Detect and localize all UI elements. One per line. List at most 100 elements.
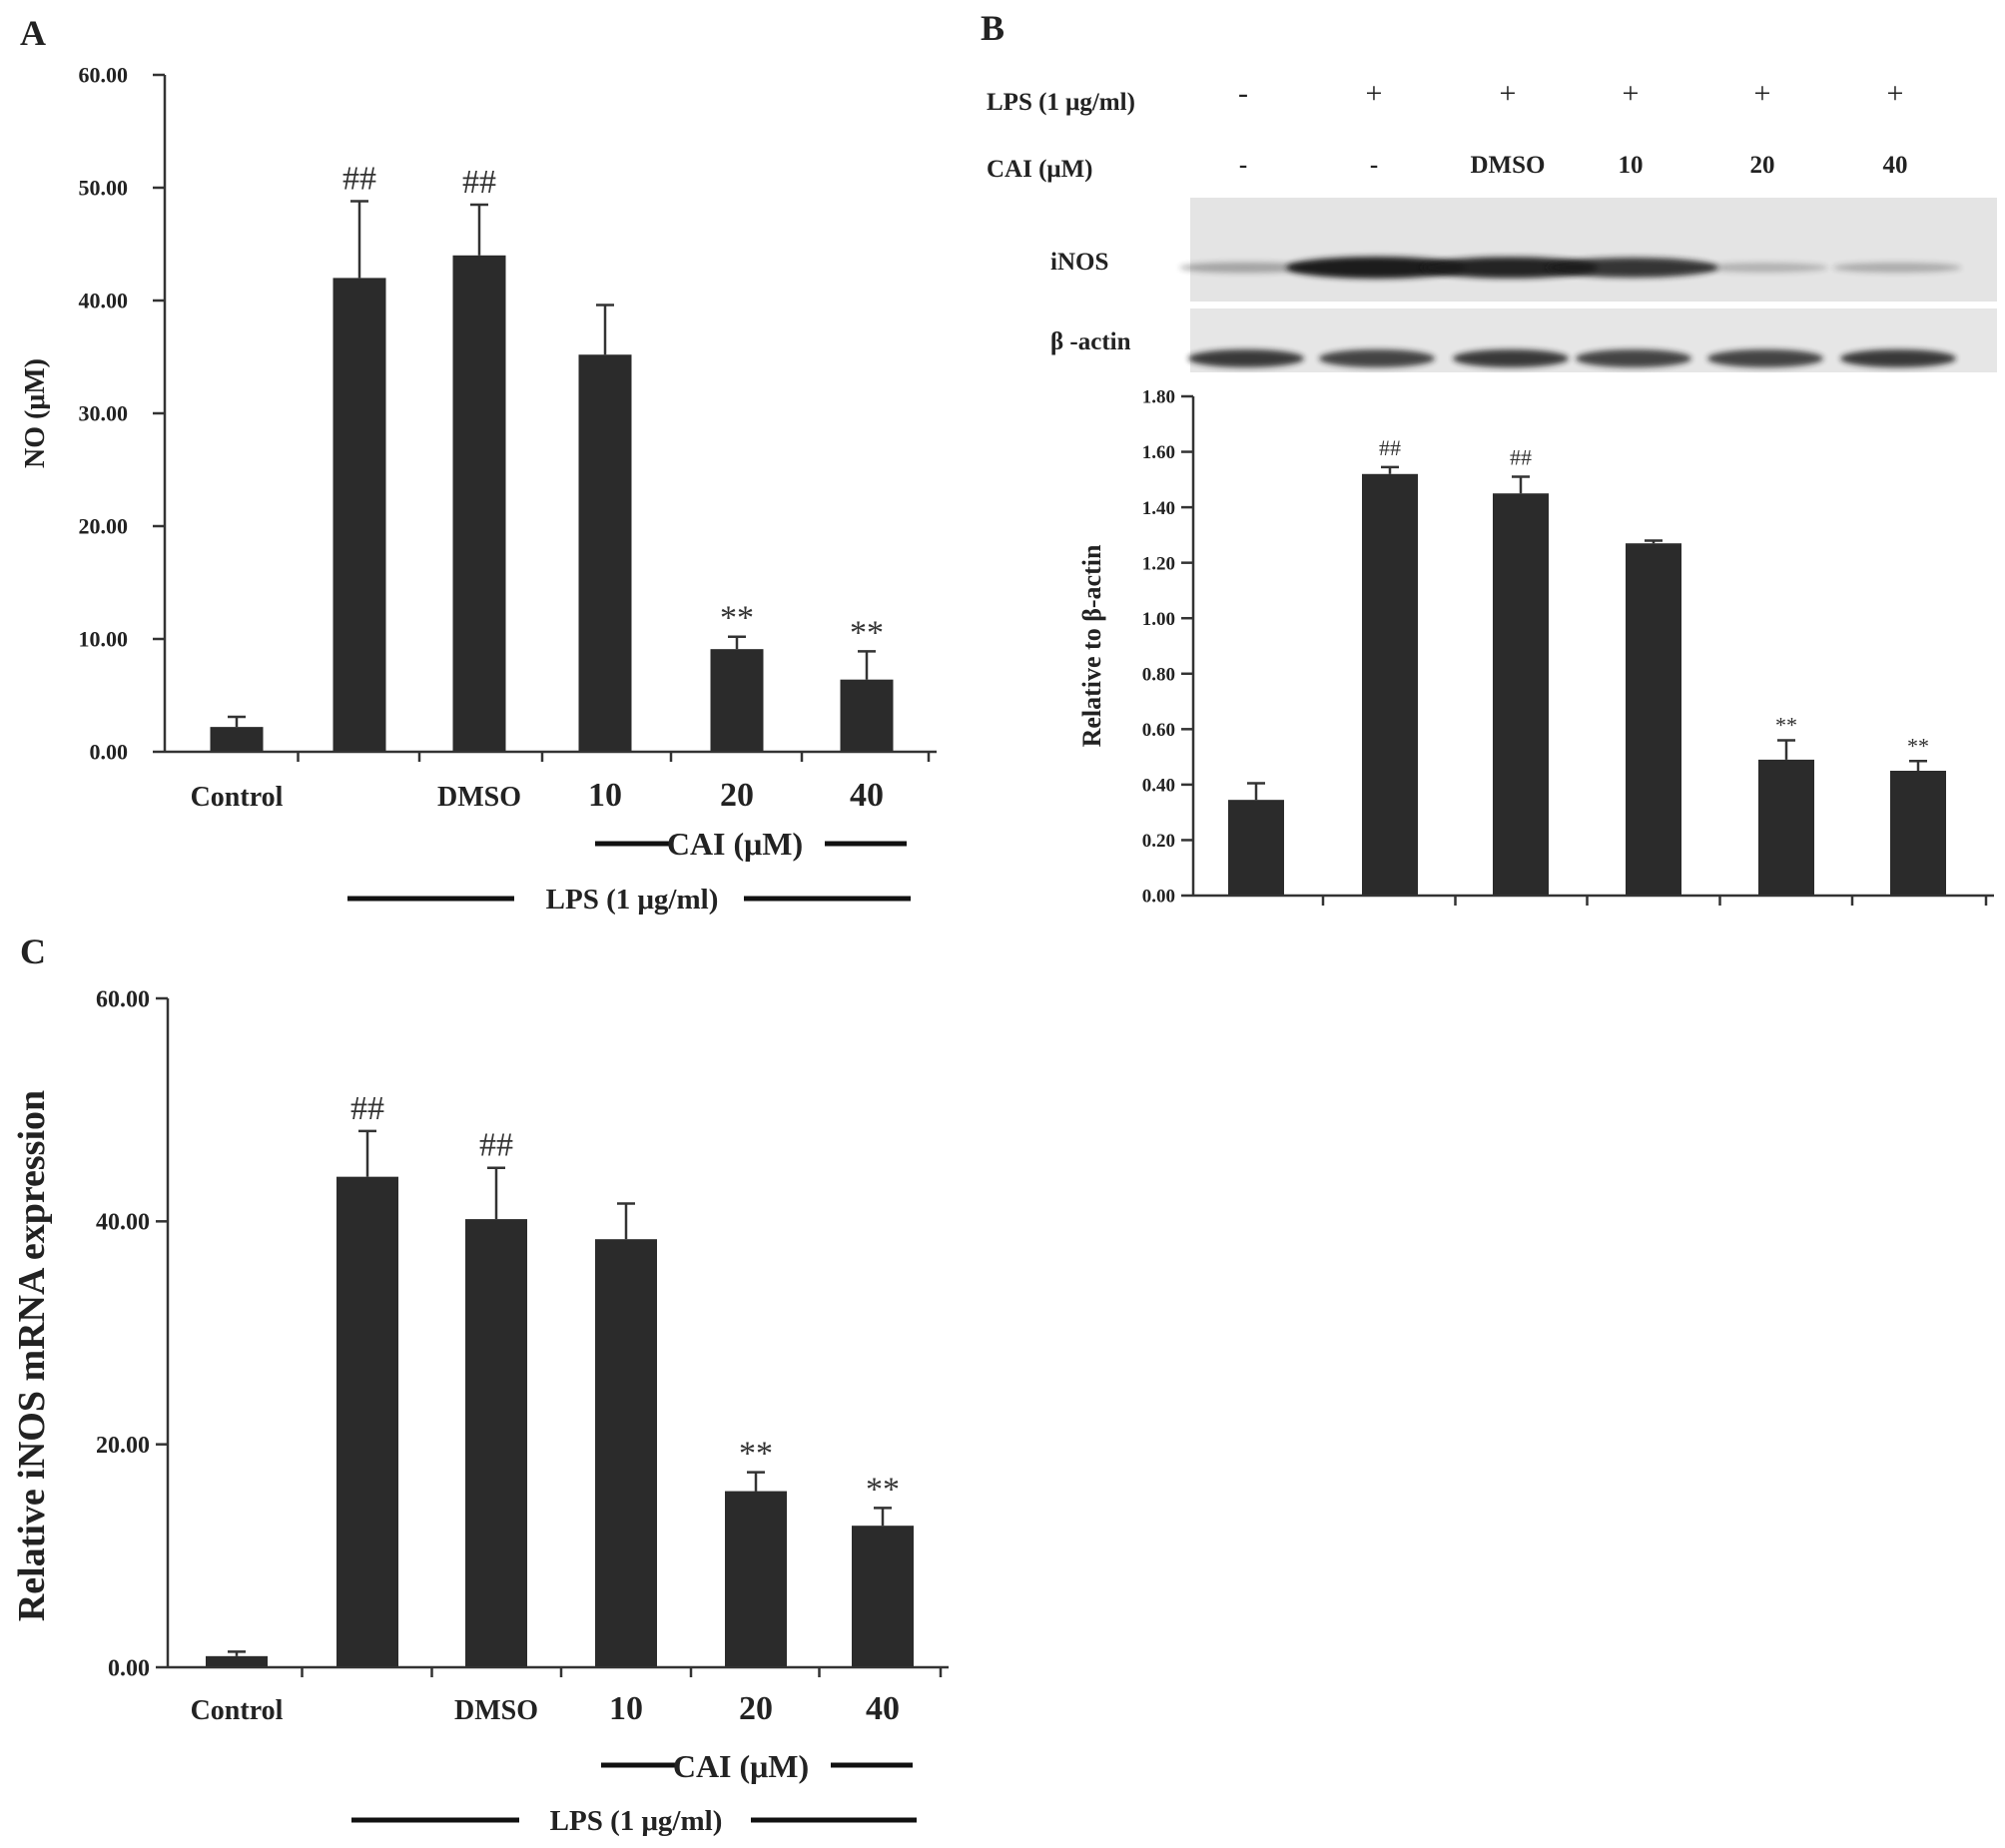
- blot-actin-band-1: [1319, 349, 1435, 367]
- chart-b-ytick-label-5: 1.00: [1142, 609, 1175, 630]
- chart-a-bar-2: [452, 255, 506, 753]
- blot-lps-sign-5: +: [1887, 77, 1904, 110]
- chart-b-annotation-2: ##: [1510, 445, 1532, 470]
- blot-inos-panel: [1190, 198, 1997, 302]
- blot-inos-band-5: [1832, 262, 1962, 274]
- blot-actin-label: β -actin: [1050, 328, 1131, 355]
- chart-b-ytick-label-9: 1.80: [1142, 387, 1175, 408]
- chart-b-ytick-label-8: 1.60: [1142, 442, 1175, 463]
- blot-lps-row: - + + + + +: [1238, 77, 1903, 110]
- chart-c-bar-5: [852, 1526, 914, 1667]
- blot-cai-value-3: 10: [1619, 152, 1644, 179]
- blot-inos-band-1: [1286, 257, 1466, 279]
- chart-a-bar-1: [333, 278, 386, 752]
- chart-c-annotation-1: ##: [350, 1090, 384, 1127]
- chart-b-bar-4: [1758, 759, 1814, 896]
- chart-a-annotation-4: **: [720, 600, 754, 637]
- blot-actin-band-0: [1188, 349, 1304, 367]
- chart-b-ytick-label-7: 1.40: [1142, 498, 1175, 519]
- chart-a-xlabel-0: Control: [191, 782, 284, 813]
- chart-a-annotations: ## ## ** **: [342, 161, 884, 652]
- blot-lps-sign-1: +: [1366, 77, 1383, 110]
- chart-b-ytick-label-6: 1.20: [1142, 553, 1175, 574]
- chart-b-bar-2: [1493, 493, 1549, 896]
- chart-b-annotation-4: **: [1775, 712, 1797, 737]
- blot-inos-label: iNOS: [1050, 249, 1108, 276]
- chart-c-annotation-5: **: [866, 1471, 900, 1508]
- chart-a-ytick-label-6: 60.00: [79, 63, 129, 88]
- chart-b-y-axis: 0.00 0.20 0.40 0.60 0.80 1.00 1.20 1.40 1.60 1.80: [1142, 387, 1988, 908]
- blot-lps-sign-0: -: [1238, 77, 1248, 110]
- chart-b-bar-1: [1362, 473, 1418, 896]
- chart-a-y-axis: 0.00 10.00 20.00 30.00 40.00 50.00 60.00: [79, 63, 931, 765]
- chart-c: 0.00 20.00 40.00 60.00 ## ## ** ** Control DMSO…: [11, 986, 949, 1837]
- blot-inos-band-4: [1700, 263, 1828, 273]
- blot-inos-bands: [1179, 257, 1962, 279]
- chart-b-annotations: ## ## ** **: [1379, 435, 1929, 758]
- chart-b-ytick-label-0: 0.00: [1142, 887, 1175, 908]
- chart-b-bar-0: [1228, 800, 1284, 896]
- chart-c-annotations: ## ## ** **: [350, 1090, 900, 1508]
- chart-a: 0.00 10.00 20.00 30.00 40.00 50.00 60.00 ## ## *…: [20, 63, 937, 916]
- blot-lps-label: LPS (1 μg/ml): [987, 89, 1135, 116]
- chart-c-ytick-label-1: 20.00: [96, 1433, 150, 1459]
- blot-cai-value-5: 40: [1883, 152, 1908, 179]
- chart-c-ylabel: Relative iNOS mRNA expression: [11, 1090, 53, 1621]
- blot-lps-sign-3: +: [1623, 77, 1640, 110]
- chart-b-annotation-1: ##: [1379, 435, 1401, 460]
- chart-a-annotation-5: **: [850, 614, 884, 651]
- blot-actin-band-2: [1453, 349, 1569, 367]
- chart-a-ytick-label-2: 20.00: [79, 514, 129, 539]
- blot-actin-band-4: [1707, 349, 1823, 367]
- blot-cai-value-4: 20: [1750, 152, 1775, 179]
- panel-label-a: A: [20, 13, 46, 53]
- chart-c-bar-4: [725, 1491, 787, 1667]
- chart-c-bar-3: [595, 1239, 657, 1667]
- chart-a-xlabel-3: 10: [588, 777, 622, 814]
- chart-c-ytick-label-0: 0.00: [108, 1655, 150, 1681]
- chart-a-ytick-label-0: 0.00: [90, 740, 129, 765]
- blot-cai-value-0: -: [1239, 152, 1247, 179]
- chart-c-y-axis: 0.00 20.00 40.00 60.00: [96, 986, 943, 1681]
- chart-b-annotation-5: **: [1907, 733, 1929, 758]
- chart-c-x-labels: Control DMSO 10 20 40: [191, 1690, 900, 1727]
- chart-a-xlabel-2: DMSO: [437, 782, 521, 813]
- chart-b-ytick-label-3: 0.60: [1142, 720, 1175, 741]
- chart-a-bar-4: [710, 649, 764, 752]
- chart-c-annotation-4: **: [739, 1436, 773, 1473]
- chart-b-ytick-label-1: 0.20: [1142, 831, 1175, 852]
- blot-cai-label: CAI (μM): [987, 156, 1093, 183]
- chart-b-ylabel: Relative to β-actin: [1077, 544, 1106, 747]
- chart-a-cai-label: CAI (μM): [667, 826, 803, 862]
- blot-inos-band-3: [1547, 258, 1718, 278]
- chart-c-bars: [206, 1176, 914, 1667]
- chart-a-ytick-label-3: 30.00: [79, 401, 129, 426]
- chart-a-error-bars: [228, 200, 876, 728]
- chart-b: LPS (1 μg/ml) CAI (μM) - + + + + + - - DMSO 10 20…: [987, 77, 1997, 908]
- chart-b-bars: [1228, 473, 1946, 896]
- chart-c-annotation-2: ##: [479, 1127, 513, 1164]
- blot-cai-value-1: -: [1370, 152, 1378, 179]
- blot-actin-band-5: [1840, 349, 1956, 367]
- chart-a-bars: [210, 255, 894, 753]
- chart-c-bar-0: [206, 1655, 268, 1667]
- blot-inos-band-2: [1421, 257, 1599, 279]
- chart-c-xlabel-4: 20: [739, 1690, 773, 1727]
- blot-cai-row: - - DMSO 10 20 40: [1239, 152, 1908, 179]
- chart-c-ytick-label-2: 40.00: [96, 1210, 150, 1236]
- chart-c-ytick-label-3: 60.00: [96, 986, 150, 1012]
- chart-a-ytick-label-4: 40.00: [79, 289, 129, 313]
- chart-a-ytick-label-5: 50.00: [79, 176, 129, 201]
- chart-b-error-bars: [1247, 465, 1927, 801]
- chart-b-bar-5: [1890, 771, 1946, 896]
- chart-b-ytick-label-2: 0.40: [1142, 776, 1175, 797]
- chart-c-cai-label: CAI (μM): [673, 1748, 809, 1784]
- chart-a-bar-3: [578, 354, 632, 752]
- chart-a-ytick-label-1: 10.00: [79, 627, 129, 652]
- chart-c-bar-1: [336, 1176, 398, 1667]
- chart-c-bar-2: [465, 1219, 527, 1667]
- chart-b-ytick-label-4: 0.80: [1142, 664, 1175, 685]
- chart-a-bar-0: [210, 727, 264, 752]
- blot-cai-value-2: DMSO: [1471, 152, 1546, 179]
